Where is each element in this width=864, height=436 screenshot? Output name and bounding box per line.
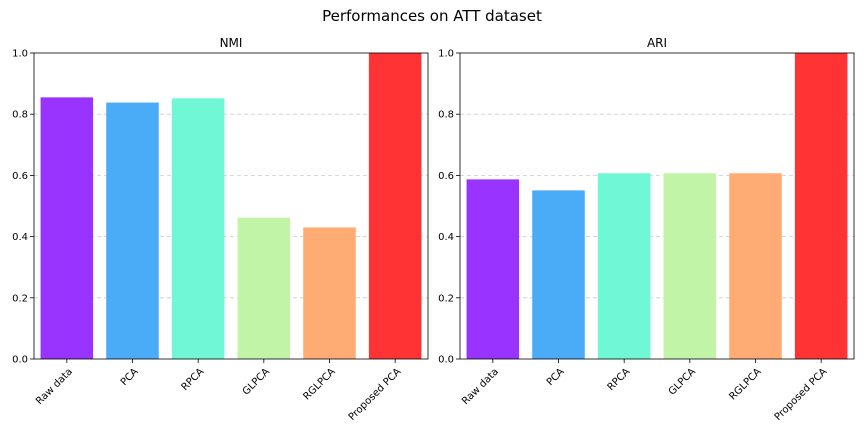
nmi-y-tick-label: 0.0 bbox=[12, 355, 28, 366]
ari-chart-panel: 0.0 0.2 0.4 0.6 0.8 1.0 Raw data PCA RPCA GLPCA RG… bbox=[438, 36, 855, 423]
nmi-bar-pca bbox=[106, 102, 159, 360]
ari-y-tick-label: 0.0 bbox=[438, 355, 454, 366]
nmi-x-tick-label: PCA bbox=[119, 366, 141, 388]
nmi-panel-title: NMI bbox=[220, 36, 243, 50]
nmi-bar-glpca bbox=[237, 217, 291, 359]
nmi-x-tick-label: RGLPCA bbox=[301, 366, 337, 402]
nmi-bar-raw-data bbox=[40, 97, 94, 360]
ari-x-tick-label: Raw data bbox=[460, 366, 501, 407]
ari-y-tick-label: 1.0 bbox=[438, 49, 454, 60]
nmi-y-tick-label: 0.4 bbox=[12, 232, 28, 243]
nmi-chart-panel: 0.0 0.2 0.4 0.6 0.8 1.0 Raw data PCA RPCA GLPCA RG… bbox=[12, 36, 429, 423]
ari-x-tick-label: RPCA bbox=[606, 366, 633, 393]
nmi-y-tick-label: 0.6 bbox=[12, 171, 28, 182]
ari-panel-title: ARI bbox=[647, 36, 667, 50]
nmi-y-tick-label: 1.0 bbox=[12, 49, 28, 60]
figure-title: Performances on ATT dataset bbox=[322, 7, 542, 25]
ari-x-tick-label: GLPCA bbox=[667, 366, 698, 397]
nmi-x-tick-label: Proposed PCA bbox=[347, 366, 404, 423]
ari-y-tick-label: 0.4 bbox=[438, 232, 454, 243]
ari-y-tick-label: 0.6 bbox=[438, 171, 454, 182]
ari-bar-pca bbox=[532, 190, 585, 359]
ari-bar-proposed-pca bbox=[794, 53, 848, 359]
ari-bar-glpca bbox=[663, 173, 717, 359]
nmi-y-tick-label: 0.2 bbox=[12, 293, 28, 304]
ari-x-tick-label: Proposed PCA bbox=[773, 366, 830, 423]
nmi-bar-rglpca bbox=[303, 227, 356, 359]
ari-x-tick-label: RGLPCA bbox=[727, 366, 763, 402]
ari-bar-raw-data bbox=[466, 179, 520, 359]
ari-axes-frame bbox=[459, 52, 855, 360]
ari-y-tick-label: 0.2 bbox=[438, 293, 454, 304]
nmi-x-tick-label: Raw data bbox=[34, 366, 75, 407]
nmi-bar-proposed-pca bbox=[368, 53, 422, 359]
nmi-x-tick-label: RPCA bbox=[180, 366, 207, 393]
nmi-y-tick-label: 0.8 bbox=[12, 110, 28, 121]
nmi-bar-rpca bbox=[171, 98, 225, 360]
nmi-x-tick-label: GLPCA bbox=[241, 366, 272, 397]
ari-bar-rpca bbox=[597, 173, 651, 359]
ari-y-tick-label: 0.8 bbox=[438, 110, 454, 121]
ari-bar-rglpca bbox=[729, 173, 782, 359]
nmi-axes-frame bbox=[33, 52, 429, 360]
ari-x-tick-label: PCA bbox=[545, 366, 567, 388]
